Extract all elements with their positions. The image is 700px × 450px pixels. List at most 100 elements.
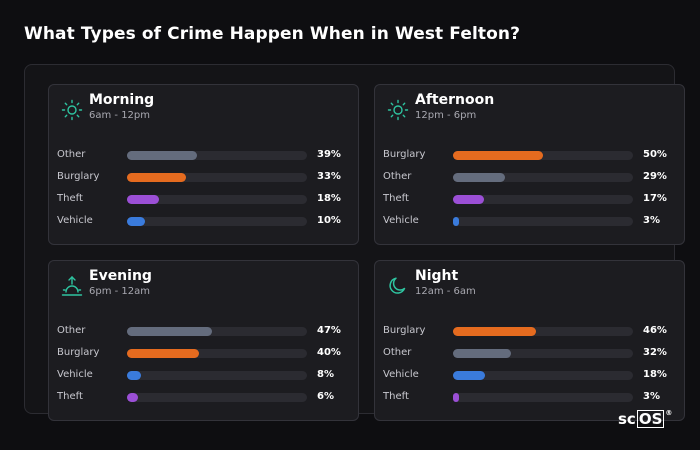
bar-track (453, 393, 633, 402)
card-afternoon: Afternoon 12pm - 6pm Burglary 50% Other 29% Th… (374, 84, 685, 245)
bar-track (127, 151, 307, 160)
bar-track (127, 173, 307, 182)
bar-value-label: 29% (643, 171, 667, 182)
bar-value-label: 40% (317, 347, 341, 358)
bar-value-label: 46% (643, 325, 667, 336)
card-night: Night 12am - 6am Burglary 46% Other 32% Vehicl… (374, 260, 685, 421)
bar-track (453, 173, 633, 182)
moon-icon (387, 275, 409, 297)
bar-value-label: 18% (643, 369, 667, 380)
sun-icon (387, 99, 409, 121)
bar-label: Vehicle (383, 215, 419, 226)
bar-track (453, 217, 633, 226)
bar-track (127, 393, 307, 402)
page-title: What Types of Crime Happen When in West … (24, 24, 521, 44)
sunset-icon (61, 275, 83, 297)
bar-row: Vehicle 10% (57, 214, 347, 228)
bar-track (127, 327, 307, 336)
bar-theft (127, 393, 138, 402)
bar-label: Theft (383, 391, 409, 402)
bar-label: Other (383, 171, 412, 182)
bar-value-label: 17% (643, 193, 667, 204)
bar-row: Other 32% (383, 346, 673, 360)
bar-label: Burglary (383, 325, 426, 336)
bar-vehicle (127, 371, 142, 380)
bar-label: Vehicle (57, 215, 93, 226)
bar-value-label: 6% (317, 391, 334, 402)
bar-theft (453, 195, 484, 204)
bar-vehicle (127, 217, 145, 226)
card-title: Morning (89, 92, 155, 108)
bar-track (453, 327, 633, 336)
bar-other (127, 327, 212, 336)
bar-track (127, 371, 307, 380)
bar-burglary (453, 327, 536, 336)
bar-value-label: 39% (317, 149, 341, 160)
bar-burglary (127, 173, 187, 182)
bar-row: Vehicle 3% (383, 214, 673, 228)
logo-text-a: sc (618, 410, 636, 428)
bar-row: Burglary 46% (383, 324, 673, 338)
bar-row: Theft 3% (383, 390, 673, 404)
bar-track (127, 195, 307, 204)
card-time-range: 12am - 6am (415, 286, 476, 297)
card-evening: Evening 6pm - 12am Other 47% Burglary 40% Vehi… (48, 260, 359, 421)
bar-track (453, 195, 633, 204)
bar-value-label: 18% (317, 193, 341, 204)
card-morning: Morning 6am - 12pm Other 39% Burglary 33% Thef… (48, 84, 359, 245)
bar-row: Theft 17% (383, 192, 673, 206)
bar-label: Other (383, 347, 412, 358)
bar-label: Burglary (383, 149, 426, 160)
bar-label: Burglary (57, 171, 100, 182)
bar-label: Burglary (57, 347, 100, 358)
bar-row: Burglary 50% (383, 148, 673, 162)
bar-value-label: 50% (643, 149, 667, 160)
logo-registered-mark: ® (665, 409, 673, 417)
bar-other (453, 173, 506, 182)
bar-row: Burglary 33% (57, 170, 347, 184)
logo-text-b: OS (636, 410, 665, 428)
bar-row: Other 39% (57, 148, 347, 162)
bar-value-label: 3% (643, 391, 660, 402)
bar-vehicle (453, 371, 486, 380)
bar-track (453, 371, 633, 380)
bar-row: Vehicle 18% (383, 368, 673, 382)
card-title: Afternoon (415, 92, 495, 108)
bar-label: Theft (57, 193, 83, 204)
bar-value-label: 3% (643, 215, 660, 226)
bar-row: Vehicle 8% (57, 368, 347, 382)
bar-label: Vehicle (57, 369, 93, 380)
bar-other (453, 349, 511, 358)
bar-label: Other (57, 325, 86, 336)
bar-theft (127, 195, 160, 204)
card-time-range: 6am - 12pm (89, 110, 151, 121)
bar-row: Burglary 40% (57, 346, 347, 360)
bar-label: Other (57, 149, 86, 160)
bar-track (453, 151, 633, 160)
bar-row: Other 29% (383, 170, 673, 184)
bar-row: Other 47% (57, 324, 347, 338)
bar-row: Theft 18% (57, 192, 347, 206)
bar-value-label: 32% (643, 347, 667, 358)
bar-track (127, 217, 307, 226)
bar-label: Theft (57, 391, 83, 402)
bar-track (127, 349, 307, 358)
bar-burglary (127, 349, 199, 358)
bar-burglary (453, 151, 543, 160)
bar-other (127, 151, 198, 160)
card-title: Night (415, 268, 459, 284)
bar-value-label: 47% (317, 325, 341, 336)
bar-track (453, 349, 633, 358)
card-title: Evening (89, 268, 152, 284)
bar-label: Theft (383, 193, 409, 204)
bar-label: Vehicle (383, 369, 419, 380)
bar-vehicle (453, 217, 459, 226)
card-time-range: 6pm - 12am (89, 286, 151, 297)
bar-value-label: 33% (317, 171, 341, 182)
bar-value-label: 8% (317, 369, 334, 380)
scos-logo: sc OS ® (618, 409, 672, 429)
bar-theft (453, 393, 459, 402)
card-time-range: 12pm - 6pm (415, 110, 477, 121)
bar-row: Theft 6% (57, 390, 347, 404)
bar-value-label: 10% (317, 215, 341, 226)
